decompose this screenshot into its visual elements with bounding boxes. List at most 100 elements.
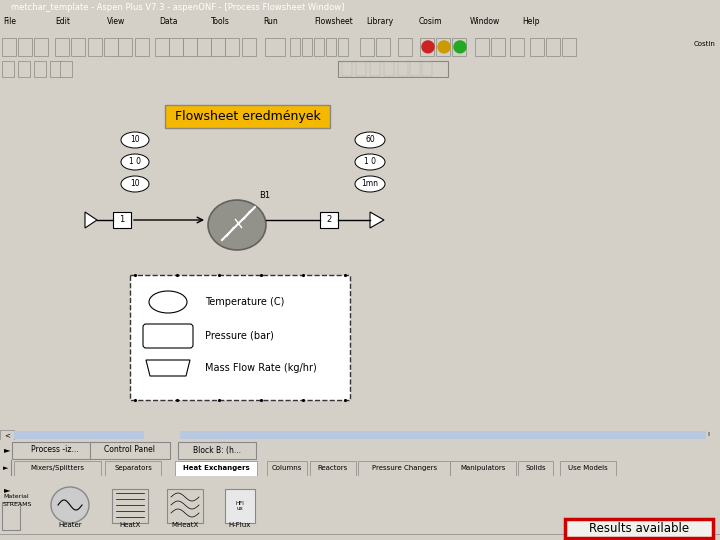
FancyBboxPatch shape — [225, 489, 255, 523]
Text: ►: ► — [4, 485, 11, 495]
Text: Help: Help — [522, 17, 539, 25]
FancyBboxPatch shape — [167, 489, 203, 523]
FancyBboxPatch shape — [135, 38, 149, 56]
Text: metchar_template - Aspen Plus V7.3 - aspenONF - [Process Flowsheet Window]: metchar_template - Aspen Plus V7.3 - asp… — [11, 3, 344, 11]
FancyBboxPatch shape — [144, 431, 180, 439]
FancyBboxPatch shape — [197, 38, 211, 56]
FancyBboxPatch shape — [290, 38, 300, 56]
FancyBboxPatch shape — [113, 212, 131, 228]
Text: Flowsheet eredmények: Flowsheet eredmények — [175, 110, 320, 123]
FancyBboxPatch shape — [475, 38, 489, 56]
FancyBboxPatch shape — [225, 38, 239, 56]
FancyBboxPatch shape — [143, 324, 193, 348]
FancyBboxPatch shape — [2, 61, 14, 77]
FancyBboxPatch shape — [384, 62, 394, 76]
Text: ►: ► — [4, 446, 11, 455]
Text: File: File — [4, 17, 17, 25]
Ellipse shape — [51, 487, 89, 523]
FancyBboxPatch shape — [360, 38, 374, 56]
Text: 1mn: 1mn — [361, 179, 379, 188]
Text: Control Panel: Control Panel — [104, 446, 156, 455]
FancyBboxPatch shape — [267, 461, 307, 476]
Text: Data: Data — [159, 17, 178, 25]
FancyBboxPatch shape — [546, 38, 560, 56]
FancyBboxPatch shape — [450, 461, 516, 476]
FancyBboxPatch shape — [2, 502, 20, 530]
FancyBboxPatch shape — [370, 62, 380, 76]
FancyBboxPatch shape — [422, 62, 432, 76]
Text: Costin: Costin — [693, 41, 715, 47]
Text: Process -iz...: Process -iz... — [31, 446, 78, 455]
Text: Edit: Edit — [55, 17, 71, 25]
FancyBboxPatch shape — [452, 38, 466, 56]
FancyBboxPatch shape — [105, 461, 161, 476]
FancyBboxPatch shape — [530, 38, 544, 56]
FancyBboxPatch shape — [175, 461, 257, 476]
FancyBboxPatch shape — [104, 38, 118, 56]
FancyBboxPatch shape — [338, 38, 348, 56]
Ellipse shape — [121, 154, 149, 170]
Ellipse shape — [355, 154, 385, 170]
FancyBboxPatch shape — [71, 38, 85, 56]
Text: Pressure (bar): Pressure (bar) — [205, 331, 274, 341]
Ellipse shape — [355, 132, 385, 148]
Text: Temperature (C): Temperature (C) — [205, 297, 284, 307]
FancyBboxPatch shape — [0, 430, 14, 440]
Text: 1: 1 — [120, 215, 125, 225]
FancyBboxPatch shape — [90, 442, 170, 459]
FancyBboxPatch shape — [376, 38, 390, 56]
Text: Run: Run — [263, 17, 277, 25]
FancyBboxPatch shape — [265, 38, 285, 56]
Polygon shape — [370, 212, 384, 228]
Text: Tools: Tools — [211, 17, 230, 25]
FancyBboxPatch shape — [2, 38, 16, 56]
FancyBboxPatch shape — [118, 38, 132, 56]
Text: 10: 10 — [130, 179, 140, 188]
Text: View: View — [107, 17, 125, 25]
Text: Mixers/Splitters: Mixers/Splitters — [30, 465, 85, 471]
Text: Mass Flow Rate (kg/hr): Mass Flow Rate (kg/hr) — [205, 363, 317, 373]
FancyBboxPatch shape — [88, 38, 102, 56]
Text: H-Flux: H-Flux — [229, 522, 251, 528]
FancyBboxPatch shape — [155, 38, 169, 56]
FancyBboxPatch shape — [130, 275, 350, 400]
FancyBboxPatch shape — [211, 38, 225, 56]
Ellipse shape — [355, 176, 385, 192]
FancyBboxPatch shape — [326, 38, 336, 56]
Text: STREAMS: STREAMS — [3, 503, 32, 508]
Circle shape — [438, 41, 450, 53]
FancyBboxPatch shape — [560, 461, 616, 476]
Text: Heater: Heater — [58, 522, 82, 528]
FancyBboxPatch shape — [169, 38, 183, 56]
FancyBboxPatch shape — [165, 105, 330, 128]
Text: Library: Library — [366, 17, 394, 25]
Text: Solids: Solids — [526, 465, 546, 471]
FancyBboxPatch shape — [14, 431, 706, 439]
FancyBboxPatch shape — [562, 38, 576, 56]
FancyBboxPatch shape — [320, 212, 338, 228]
Text: Pressure Changers: Pressure Changers — [372, 465, 437, 471]
FancyBboxPatch shape — [310, 461, 356, 476]
FancyBboxPatch shape — [358, 461, 451, 476]
Ellipse shape — [121, 176, 149, 192]
Text: Block B: (h...: Block B: (h... — [193, 446, 241, 455]
FancyBboxPatch shape — [55, 38, 69, 56]
Text: 1 0: 1 0 — [129, 158, 141, 166]
Text: Separators: Separators — [114, 465, 152, 471]
FancyBboxPatch shape — [436, 38, 450, 56]
Text: Heat Exchangers: Heat Exchangers — [183, 465, 249, 471]
FancyBboxPatch shape — [410, 62, 420, 76]
Text: 60: 60 — [365, 136, 375, 145]
Text: 2: 2 — [326, 215, 332, 225]
Text: 1 0: 1 0 — [364, 158, 376, 166]
FancyBboxPatch shape — [491, 38, 505, 56]
Polygon shape — [85, 212, 97, 228]
Text: Flowsheet: Flowsheet — [315, 17, 354, 25]
FancyBboxPatch shape — [338, 61, 448, 77]
Text: HeatX: HeatX — [120, 522, 140, 528]
FancyBboxPatch shape — [398, 38, 412, 56]
Text: HFl
ux: HFl ux — [235, 501, 244, 511]
FancyBboxPatch shape — [314, 38, 324, 56]
Text: ►: ► — [3, 465, 9, 471]
FancyBboxPatch shape — [34, 61, 46, 77]
